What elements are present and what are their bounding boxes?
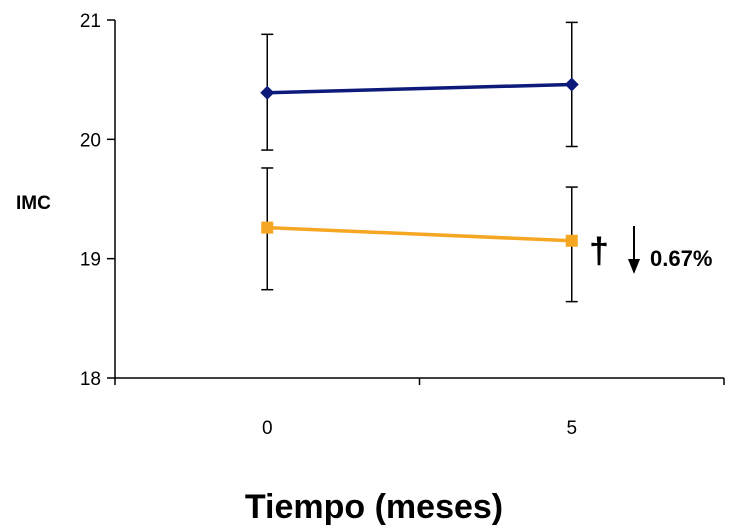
data-point (260, 85, 275, 100)
down-arrow-icon (628, 226, 640, 274)
axes (114, 20, 724, 379)
ticks (107, 19, 725, 385)
data-point (261, 221, 274, 234)
x-tick-label: 0 (262, 418, 273, 439)
annotation-text: 0.67% (650, 246, 712, 271)
y-tick-label: 19 (80, 250, 101, 271)
series-line (267, 225, 572, 243)
tick-labels: 18 19 20 21 0 5 (80, 11, 577, 439)
y-tick-label: 21 (80, 11, 101, 32)
data-point (564, 77, 579, 92)
annotation: † 0.67% (589, 226, 712, 274)
y-tick-label: 20 (80, 130, 101, 151)
x-axis-label: Tiempo (meses) (245, 488, 503, 526)
dagger-symbol: † (589, 230, 609, 271)
series-1 (260, 21, 579, 151)
y-tick-label: 18 (80, 369, 101, 390)
series-2 (261, 167, 578, 303)
y-axis-label: IMC (16, 193, 51, 214)
series-layer (260, 21, 579, 303)
x-tick-label: 5 (566, 418, 577, 439)
data-point (565, 234, 578, 247)
series-line (267, 82, 572, 95)
